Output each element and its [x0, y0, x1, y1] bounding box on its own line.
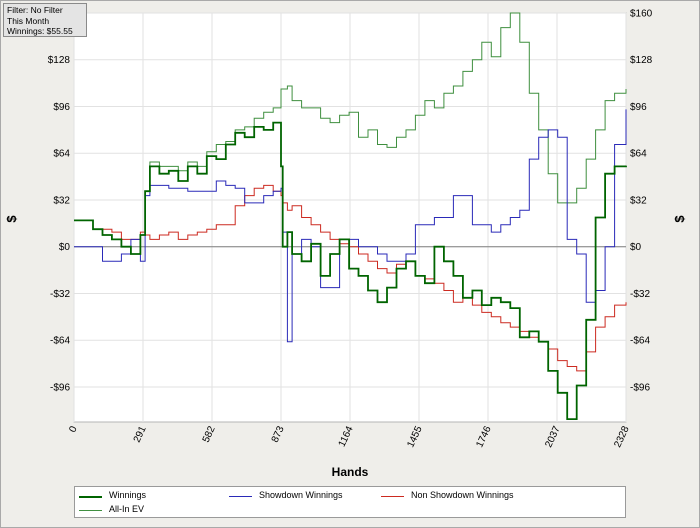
x-tick-label: 873: [270, 424, 287, 444]
x-tick-label: 582: [201, 424, 218, 444]
y-tick-label-left: -$64: [50, 336, 70, 347]
winnings-total-text: Winnings: $55.55: [7, 26, 73, 36]
y-tick-label-right: $32: [630, 195, 647, 206]
legend-label-showdown: Showdown Winnings: [259, 490, 343, 500]
filter-info-box: Filter: No Filter This Month Winnings: $…: [3, 3, 87, 37]
x-tick-label: 1164: [337, 424, 356, 449]
y-tick-label-left: $128: [48, 55, 71, 66]
y-tick-label-right: $64: [630, 149, 647, 160]
y-tick-label-right: $160: [630, 9, 653, 20]
legend-label-non-showdown: Non Showdown Winnings: [411, 490, 514, 500]
x-tick-label: 0: [67, 424, 80, 434]
series-line-winnings: [74, 121, 627, 420]
series-layer: [74, 12, 627, 420]
x-tick-label: 2328: [612, 424, 632, 449]
y-axis-label-left: $: [4, 215, 19, 223]
legend-swatch-allin-ev: [79, 510, 102, 511]
y-tick-label-left: -$96: [50, 382, 70, 393]
x-axis-label: Hands: [332, 465, 369, 479]
y-tick-label-left: $32: [53, 195, 70, 206]
y-tick-label-right: $0: [630, 242, 642, 253]
series-line-all-in-ev: [74, 12, 627, 255]
legend-label-winnings: Winnings: [109, 490, 147, 500]
legend-swatch-winnings: [79, 496, 102, 498]
x-tick-label: 291: [132, 424, 149, 444]
y-tick-label-right: -$64: [630, 336, 650, 347]
y-tick-label-left: $96: [53, 102, 70, 113]
x-tick-label: 2037: [543, 424, 563, 449]
legend-label-allin-ev: All-In EV: [109, 504, 145, 514]
y-tick-label-left: -$32: [50, 289, 70, 300]
y-tick-label-right: -$96: [630, 382, 650, 393]
x-tick-label: 1455: [405, 424, 425, 449]
period-text: This Month: [7, 15, 50, 26]
y-tick-label-left: $0: [59, 242, 71, 253]
y-axis-label-right: $: [672, 215, 687, 223]
y-tick-label-left: $64: [53, 149, 70, 160]
legend: Winnings Showdown Winnings Non Showdown …: [74, 486, 626, 518]
y-tick-label-right: -$32: [630, 289, 650, 300]
x-tick-label: 1746: [474, 424, 494, 449]
filter-text: Filter: No Filter: [7, 5, 63, 15]
legend-swatch-showdown: [229, 496, 252, 497]
legend-swatch-non-showdown: [381, 496, 404, 497]
y-tick-label-right: $96: [630, 102, 647, 113]
y-tick-label-right: $128: [630, 55, 653, 66]
